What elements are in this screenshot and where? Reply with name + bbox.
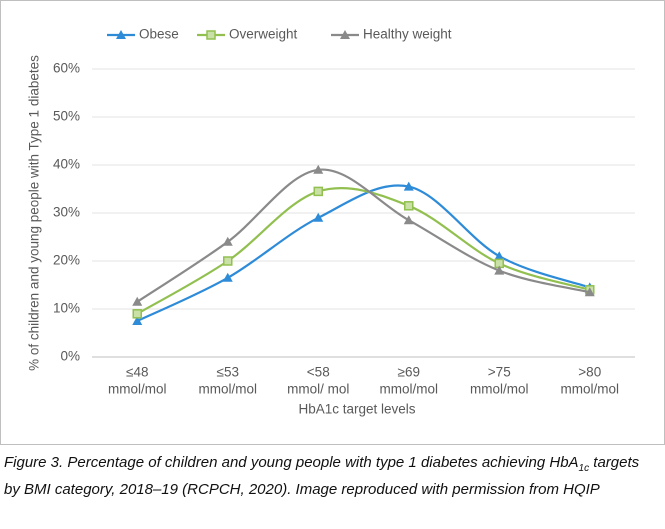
caption-subscript: 1c <box>578 463 590 474</box>
legend-marker <box>340 30 350 39</box>
marker <box>223 256 233 266</box>
series-line <box>136 187 591 315</box>
marker <box>584 287 595 297</box>
x-tick-label: mmol/mol <box>379 382 438 397</box>
x-tick-label: mmol/ mol <box>287 382 349 397</box>
x-tick-label: mmol/mol <box>560 382 619 397</box>
legend-label: Healthy weight <box>363 27 452 42</box>
marker <box>494 251 505 261</box>
marker <box>222 272 233 282</box>
caption-text: Figure 3. Percentage of children and you… <box>4 454 579 471</box>
x-tick-label: <58 <box>307 365 330 380</box>
caption-line: Figure 3. Percentage of children and you… <box>4 452 664 479</box>
legend-label: Obese <box>139 27 179 42</box>
y-axis-label: % of children and young people with Type… <box>27 55 42 371</box>
x-tick-label: >80 <box>578 365 601 380</box>
legend-marker <box>206 30 216 40</box>
y-tick-label: 40% <box>53 157 80 172</box>
x-tick-label: ≤48 <box>126 365 148 380</box>
marker <box>313 164 324 174</box>
marker <box>132 296 143 306</box>
y-tick-label: 10% <box>53 301 80 316</box>
x-tick-label: mmol/mol <box>108 382 167 397</box>
x-axis-label: HbA1c target levels <box>298 402 415 417</box>
marker <box>403 181 414 191</box>
x-tick-label: mmol/mol <box>470 382 529 397</box>
x-tick-label: ≥69 <box>398 365 420 380</box>
legend-marker <box>116 30 126 39</box>
marker <box>404 201 414 211</box>
chart: % of children and young people with Type… <box>0 0 665 445</box>
legend-label: Overweight <box>229 27 298 42</box>
marker <box>313 186 323 197</box>
y-tick-label: 30% <box>53 205 80 220</box>
marker <box>494 265 505 275</box>
x-tick-label: >75 <box>488 365 511 380</box>
caption-line: by BMI category, 2018–19 (RCPCH, 2020). … <box>4 481 600 498</box>
marker <box>132 316 143 325</box>
x-tick-label: ≤53 <box>217 365 239 380</box>
marker <box>403 215 414 225</box>
y-tick-label: 60% <box>53 61 80 76</box>
caption: Figure 3. Percentage of children and you… <box>4 452 664 500</box>
marker <box>132 309 142 319</box>
marker <box>313 212 324 222</box>
y-tick-label: 20% <box>53 253 80 268</box>
marker <box>222 236 233 246</box>
y-tick-label: 50% <box>53 109 80 124</box>
x-tick-label: mmol/mol <box>198 382 257 397</box>
y-tick-label: 0% <box>60 349 80 364</box>
chart-frame <box>0 0 665 445</box>
caption-text: targets <box>589 454 640 471</box>
